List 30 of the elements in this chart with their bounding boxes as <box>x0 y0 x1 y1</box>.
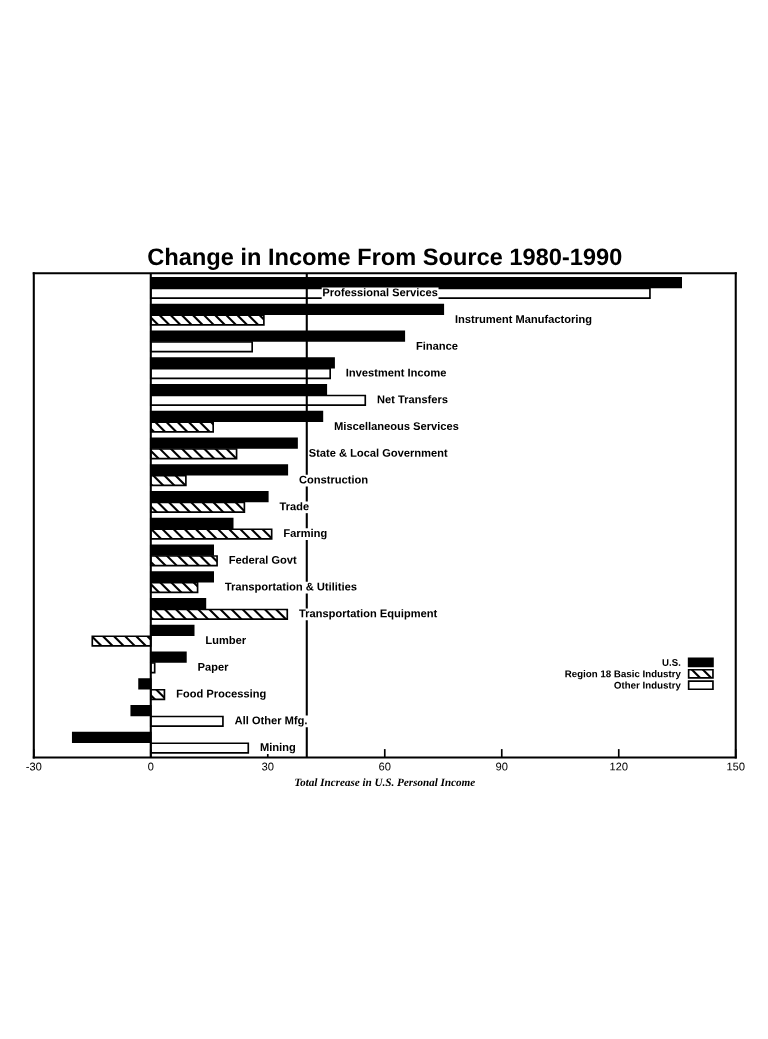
y-tick-label: Federal Govt <box>229 555 297 564</box>
x-tick-label: 30 <box>262 762 274 771</box>
y-tick-label: Trade <box>279 502 309 511</box>
x-tick-label: 0 <box>148 762 154 771</box>
x-tick-label: 60 <box>379 762 391 771</box>
legend-label: Region 18 Basic Industry <box>565 670 681 680</box>
y-tick-label: Lumber <box>206 635 246 645</box>
y-tick-label: Construction <box>299 475 368 484</box>
y-tick-label: Instrument Manufactoring <box>455 314 592 326</box>
y-tick-label: Food Processing <box>176 689 266 700</box>
y-tick-label: Investment Income <box>346 368 447 377</box>
y-tick-label: Transportation & Utilities <box>225 582 357 593</box>
x-axis-title: Total Increase in U.S. Personal Income <box>295 778 475 787</box>
y-tick-label: Net Transfers <box>377 395 448 404</box>
y-tick-label: Finance <box>416 341 458 350</box>
x-tick-label: 150 <box>727 762 745 771</box>
legend-label: U.S. <box>662 659 681 666</box>
y-tick-label: Farming <box>284 528 327 540</box>
y-tick-label: Transportation Equipment <box>299 609 438 620</box>
x-tick-label: -30 <box>26 762 42 771</box>
x-tick-label: 90 <box>496 762 508 771</box>
chart-title: Change in Income From Source 1980-1990 <box>148 247 622 270</box>
legend-label: Other Industry <box>614 681 681 691</box>
x-tick-label: 120 <box>610 762 628 771</box>
y-tick-label: State & Local Government <box>309 448 448 457</box>
y-tick-label: All Other Mfg. <box>234 716 307 727</box>
y-tick-label: Miscellaneous Services <box>334 421 459 431</box>
y-tick-label: Mining <box>260 742 296 754</box>
y-tick-label: Professional Services <box>323 288 438 297</box>
y-tick-label: Paper <box>198 663 229 673</box>
